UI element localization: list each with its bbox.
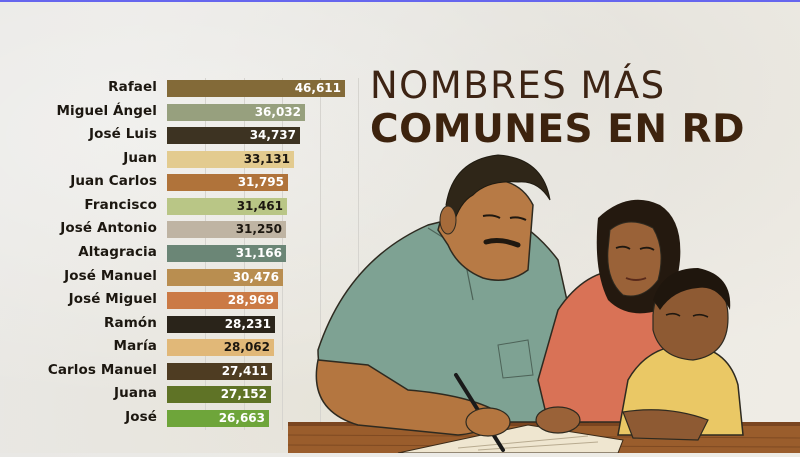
bar-value: 27,411 <box>221 363 268 378</box>
bar-row: José Manuel 30,476 <box>0 267 370 286</box>
page-title: NOMBRES MÁS COMUNES EN RD <box>370 66 745 152</box>
gridline <box>358 78 359 430</box>
bar-row: Juana 27,152 <box>0 385 370 404</box>
bar-value: 31,795 <box>237 175 284 190</box>
bar-label: José <box>125 408 157 425</box>
bar-row: Ramón 28,231 <box>0 314 370 333</box>
bar-value: 27,152 <box>220 387 267 402</box>
bar-label: Francisco <box>84 196 157 213</box>
bar-value: 28,231 <box>224 316 271 331</box>
bar: 33,131 <box>167 150 294 168</box>
bar-label: José Antonio <box>60 220 157 237</box>
bar: 26,663 <box>167 409 269 427</box>
bar-value: 28,969 <box>227 293 274 308</box>
bar-row: José Luis 34,737 <box>0 126 370 145</box>
bar: 27,411 <box>167 362 272 380</box>
bar-label: María <box>113 338 157 355</box>
bar: 28,969 <box>167 292 278 310</box>
bar-label: José Miguel <box>68 291 157 308</box>
bar-label: Juana <box>114 385 157 402</box>
bar-label: Juan <box>123 149 157 166</box>
title-line-1: NOMBRES MÁS <box>370 64 666 107</box>
bar-row: Juan Carlos 31,795 <box>0 173 370 192</box>
bar-label: Miguel Ángel <box>56 102 157 119</box>
bar: 31,250 <box>167 221 286 239</box>
bar-label: Rafael <box>108 79 157 95</box>
bar-row: María 28,062 <box>0 338 370 357</box>
bar-value: 36,032 <box>254 104 301 119</box>
bar-value: 30,476 <box>232 269 279 284</box>
bar-value: 46,611 <box>294 81 341 95</box>
bar-row: Miguel Ángel 36,032 <box>0 102 370 121</box>
bar-row: José Antonio 31,250 <box>0 220 370 239</box>
bar: 30,476 <box>167 268 283 286</box>
bar-label: Altagracia <box>78 243 157 260</box>
bar: 36,032 <box>167 103 305 121</box>
bar-value: 26,663 <box>218 410 265 425</box>
bar-row: Rafael 46,611 <box>0 79 370 97</box>
bar-value: 31,461 <box>236 198 283 213</box>
bar: 34,737 <box>167 127 300 145</box>
top-border-line <box>0 0 800 2</box>
bar: 31,795 <box>167 174 288 192</box>
family-illustration-svg <box>287 154 800 454</box>
bar-chart: Rafael 46,611 Miguel Ángel 36,032 José Luis 3… <box>0 0 370 453</box>
bar-value: 31,166 <box>235 245 282 260</box>
bar-row: Juan 33,131 <box>0 149 370 168</box>
bar-label: Carlos Manuel <box>47 361 157 378</box>
bar-row: José 26,663 <box>0 408 370 427</box>
bar-label: José Luis <box>89 126 157 143</box>
bar: 46,611 <box>167 80 345 97</box>
family-illustration <box>287 150 800 454</box>
bar-value: 34,737 <box>249 128 296 143</box>
bar-row: Altagracia 31,166 <box>0 243 370 262</box>
bar-label: José Manuel <box>64 267 157 284</box>
bar-row: Francisco 31,461 <box>0 196 370 215</box>
bar: 28,062 <box>167 339 274 357</box>
bar: 27,152 <box>167 386 271 404</box>
bar-row: Carlos Manuel 27,411 <box>0 361 370 380</box>
gridline <box>320 78 321 430</box>
bar-value: 33,131 <box>243 151 290 166</box>
bar: 31,461 <box>167 197 287 215</box>
bar: 31,166 <box>167 244 286 262</box>
bar-value: 28,062 <box>223 340 270 355</box>
title-line-2: COMUNES EN RD <box>370 107 745 152</box>
bar-value: 31,250 <box>235 222 282 237</box>
bar-row: José Miguel 28,969 <box>0 291 370 310</box>
bar: 28,231 <box>167 315 275 333</box>
bar-label: Ramón <box>104 314 157 331</box>
bar-label: Juan Carlos <box>70 173 157 190</box>
